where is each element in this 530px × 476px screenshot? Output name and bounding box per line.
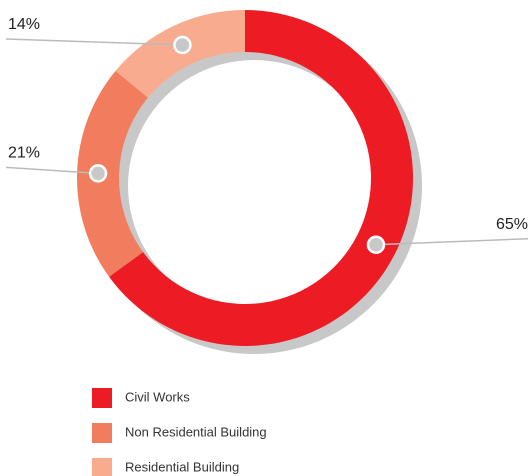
value-label: 65%	[496, 216, 528, 233]
leader-dot	[88, 164, 108, 183]
leader-dot	[173, 35, 192, 55]
legend-swatch	[92, 388, 112, 408]
legend-label: Civil Works	[125, 389, 190, 404]
donut-segment	[77, 70, 148, 277]
leader-dot	[366, 235, 386, 254]
value-label: 21%	[8, 145, 40, 162]
leader-line	[5, 38, 183, 46]
legend-swatch	[92, 458, 112, 476]
leader-line	[5, 166, 99, 175]
value-label: 14%	[8, 16, 40, 33]
legend-label: Residential Building	[125, 459, 239, 474]
leader-line	[375, 237, 529, 246]
legend-swatch	[92, 423, 112, 443]
legend-label: Non Residential Building	[125, 424, 267, 439]
